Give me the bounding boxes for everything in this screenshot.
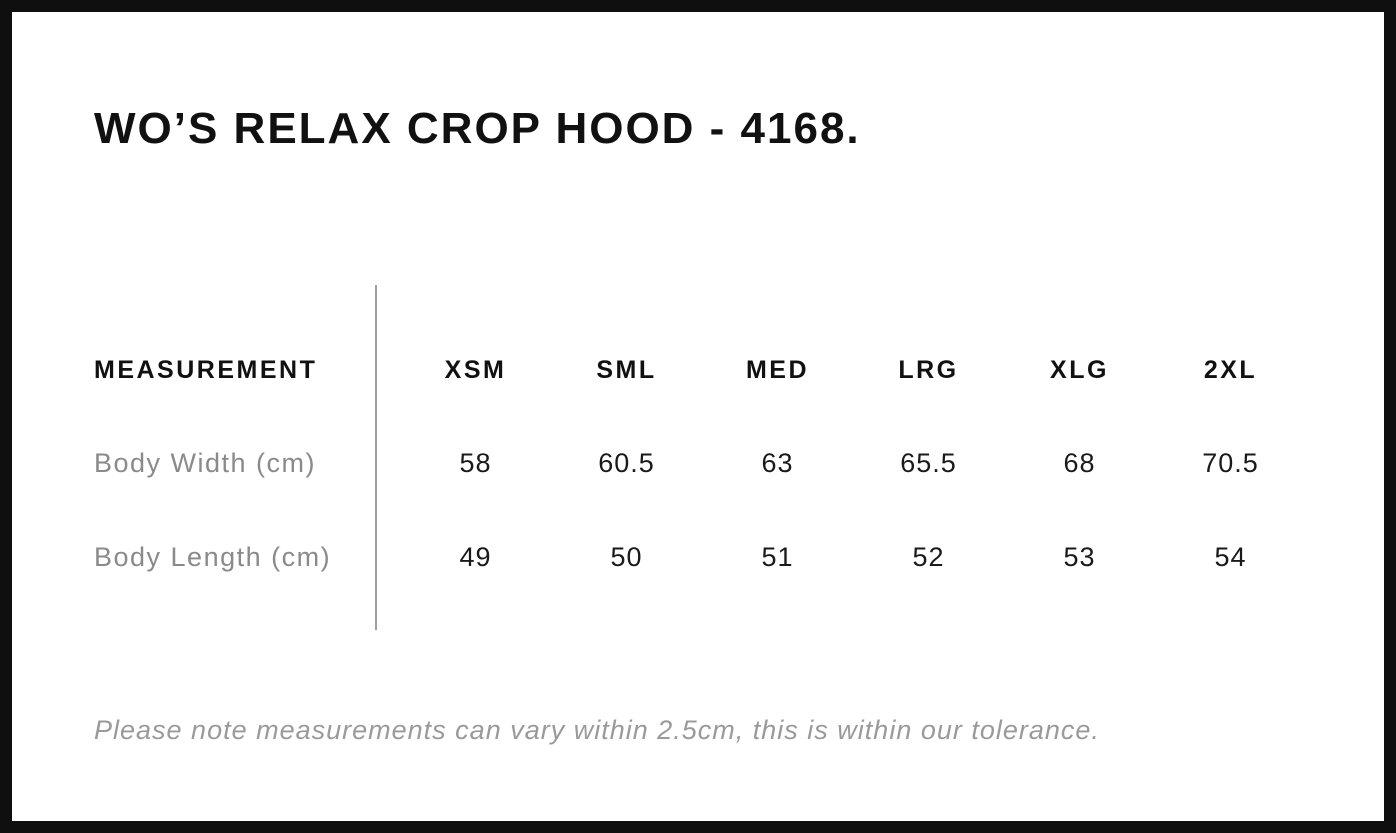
body-width-lrg-value: 65.5 [900,447,957,478]
body-length-xlg-value: 53 [1063,541,1096,572]
size-header-med: MED [745,355,810,384]
body-length-2xl-value: 54 [1214,541,1247,572]
size-table-header-row: MEASUREMENT XSM SML MED LRG XLG 2XL [94,350,1306,390]
body-length-xsm-value: 49 [459,541,492,572]
body-width-xlg-value: 68 [1063,447,1096,478]
row-label-body-length: Body Length (cm) [94,541,332,572]
size-header-xsm: XSM [444,355,507,384]
table-row-body-width: Body Width (cm) 58 60.5 63 65.5 68 70.5 [94,443,1306,483]
size-header-xlg: XLG [1050,355,1109,384]
size-header-lrg: LRG [898,355,959,384]
row-label-body-width: Body Width (cm) [94,447,317,478]
body-width-sml-value: 60.5 [598,447,655,478]
body-width-med-value: 63 [761,447,794,478]
page-title: WO’S RELAX CROP HOOD - 4168. [94,104,861,153]
table-row-body-length: Body Length (cm) 49 50 51 52 53 54 [94,537,1306,577]
measurement-column-header: MEASUREMENT [94,355,318,384]
tolerance-note: Please note measurements can vary within… [94,715,1100,745]
size-header-sml: SML [596,355,657,384]
body-length-sml-value: 50 [610,541,643,572]
size-header-2xl: 2XL [1203,355,1258,384]
body-length-lrg-value: 52 [912,541,945,572]
body-width-xsm-value: 58 [459,447,492,478]
body-length-med-value: 51 [761,541,794,572]
body-width-2xl-value: 70.5 [1202,447,1259,478]
table-divider [375,285,377,630]
